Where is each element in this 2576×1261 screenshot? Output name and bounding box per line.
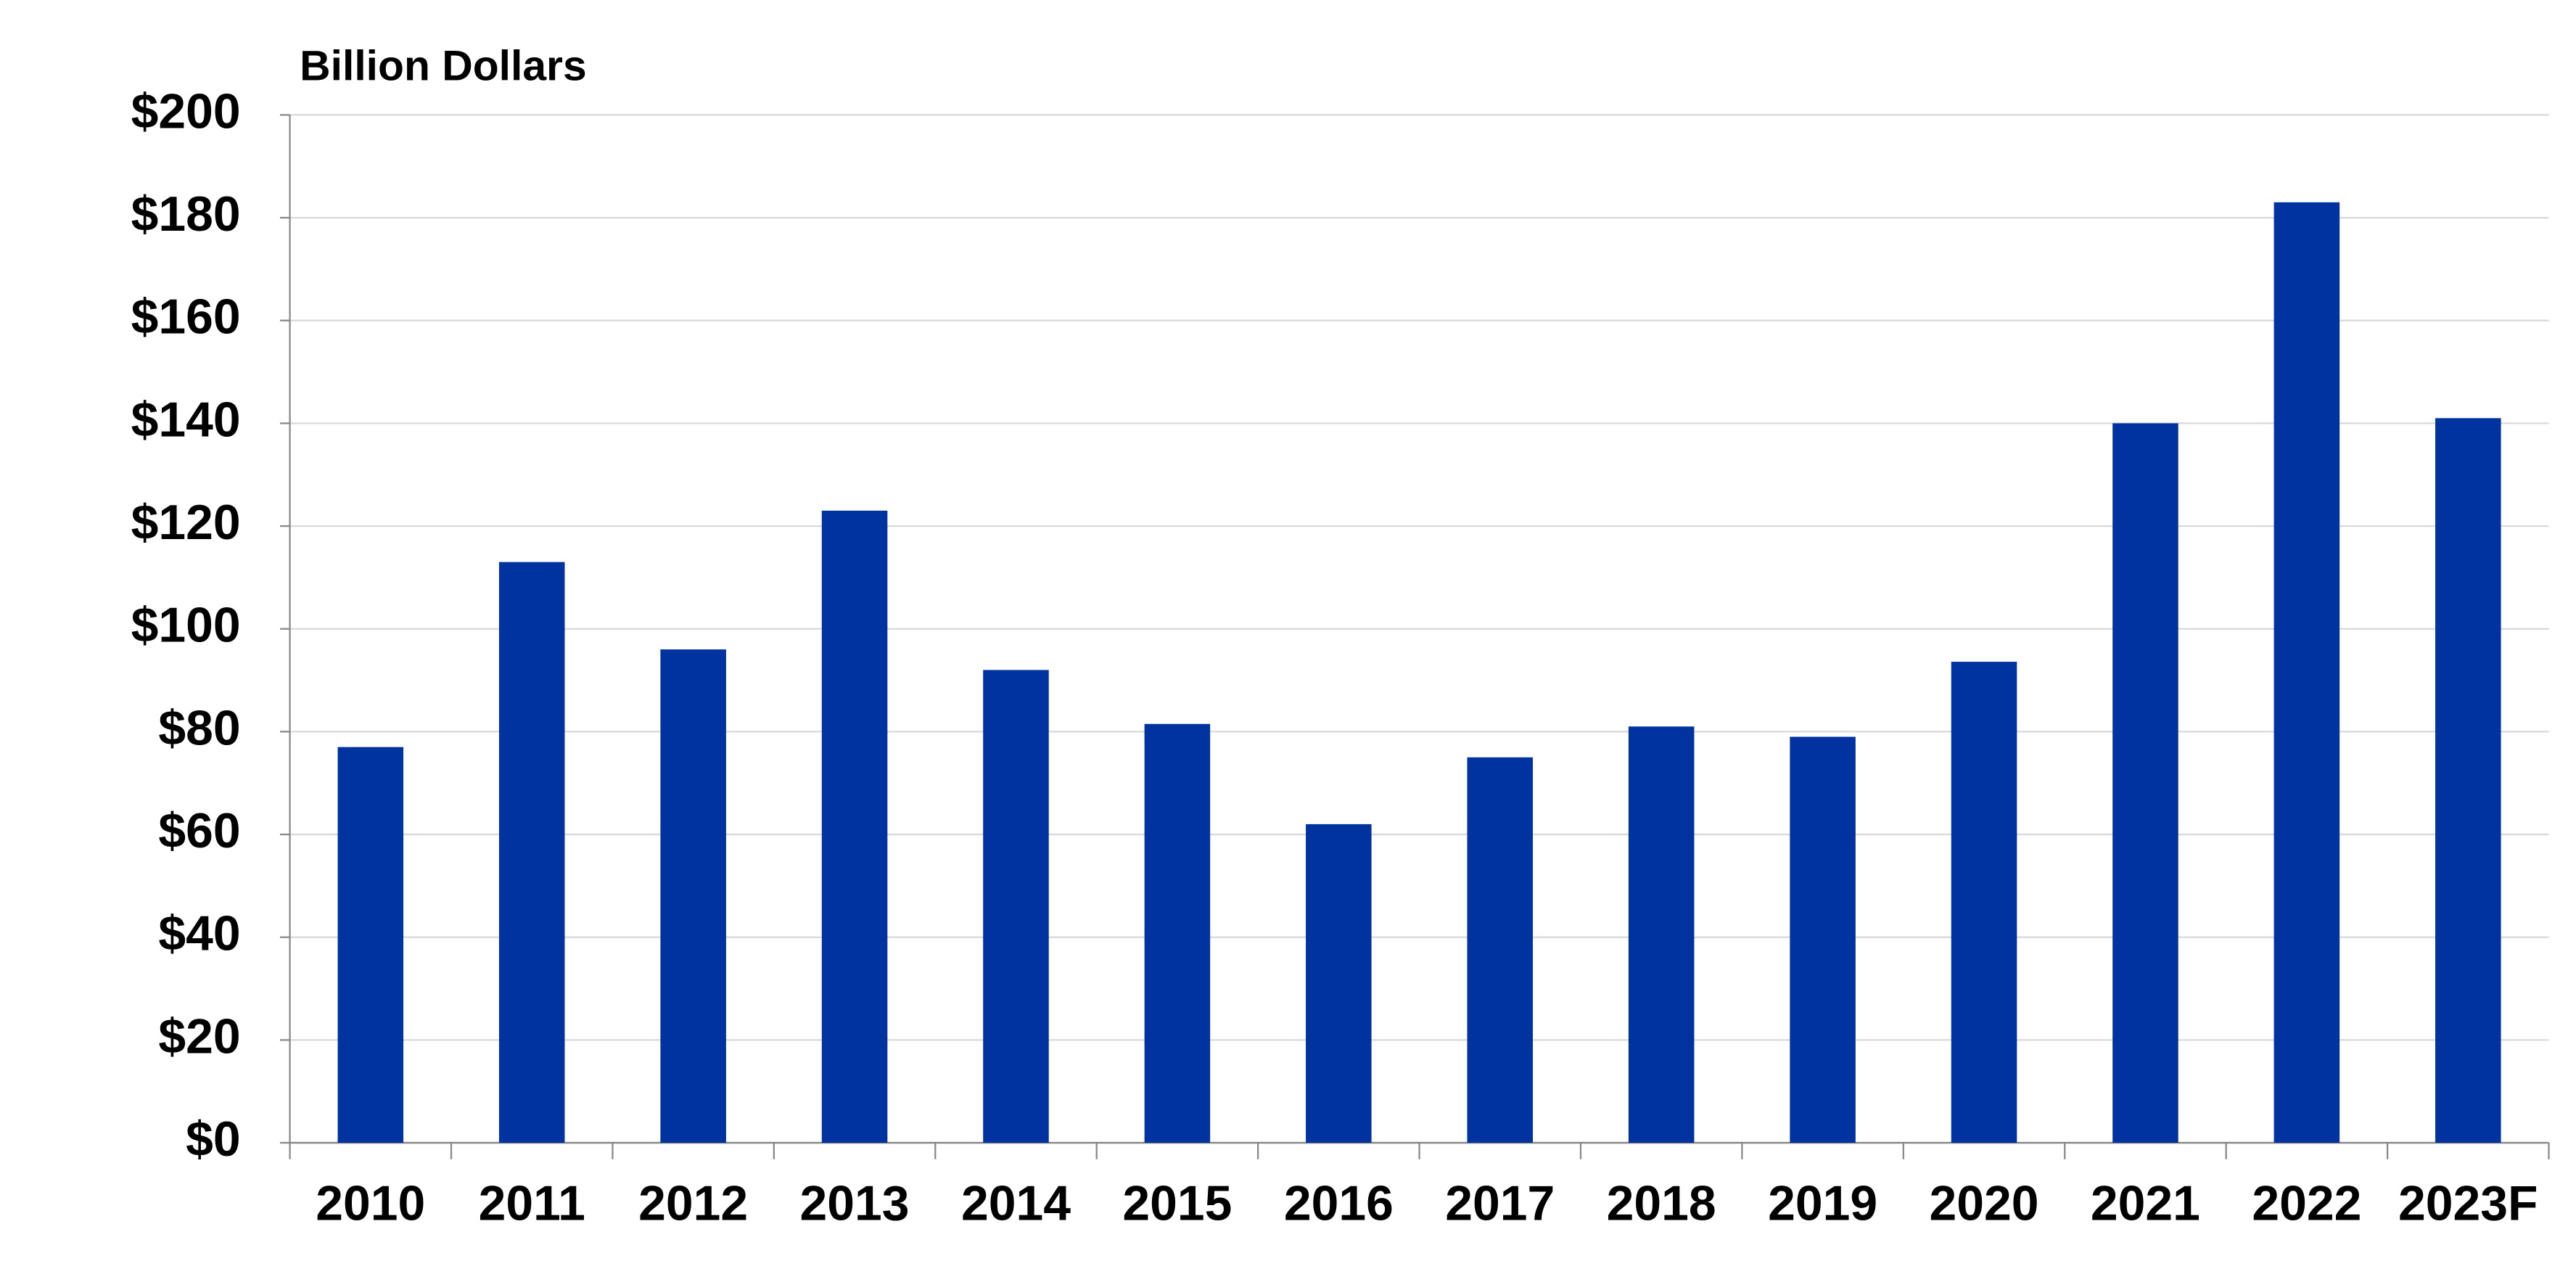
bar xyxy=(821,510,888,1143)
x-tick-label: 2014 xyxy=(961,1176,1071,1231)
y-tick-label: $140 xyxy=(131,393,241,447)
y-tick-label: $0 xyxy=(186,1112,241,1167)
y-tick-label: $160 xyxy=(131,290,241,345)
x-tick-label: 2016 xyxy=(1284,1176,1394,1231)
x-tick-label: 2019 xyxy=(1768,1176,1877,1231)
x-tick-label: 2022 xyxy=(2252,1176,2361,1231)
y-tick-label: $20 xyxy=(158,1009,240,1064)
x-tick-label: 2015 xyxy=(1122,1176,1232,1231)
bar xyxy=(1951,662,2017,1143)
y-tick-label: $60 xyxy=(158,804,240,858)
bar xyxy=(1628,726,1695,1143)
x-tick-label: 2013 xyxy=(800,1176,910,1231)
x-tick-label: 2011 xyxy=(479,1176,585,1231)
x-tick-label: 2021 xyxy=(2091,1176,2200,1231)
y-tick-label: $100 xyxy=(131,599,241,653)
bar xyxy=(2112,423,2178,1143)
x-tick-label: 2018 xyxy=(1607,1176,1716,1231)
x-tick-label: 2012 xyxy=(638,1176,748,1231)
bar xyxy=(2435,418,2501,1143)
bar xyxy=(1306,823,1372,1143)
bar xyxy=(498,562,565,1143)
bar xyxy=(337,747,404,1143)
x-tick-label: 2017 xyxy=(1445,1176,1555,1231)
y-tick-label: $120 xyxy=(131,496,241,550)
bar xyxy=(2273,202,2340,1143)
chart-title: Billion Dollars xyxy=(300,43,587,90)
x-tick-label: 2020 xyxy=(1930,1176,2039,1231)
bar xyxy=(983,670,1049,1143)
x-tick-label: 2023F xyxy=(2398,1176,2538,1231)
x-tick-label: 2010 xyxy=(316,1176,425,1231)
bar xyxy=(1790,736,1856,1143)
bar xyxy=(1467,757,1534,1143)
bar xyxy=(1144,723,1211,1143)
y-tick-label: $80 xyxy=(158,701,240,755)
bar xyxy=(660,649,726,1143)
y-tick-label: $180 xyxy=(131,187,241,242)
y-tick-label: $40 xyxy=(158,907,240,961)
y-tick-label: $200 xyxy=(131,84,241,139)
